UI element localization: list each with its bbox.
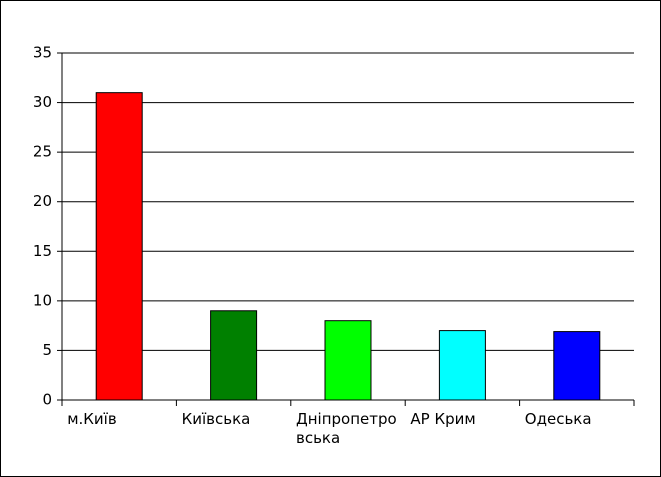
- y-tick-label: 25: [33, 143, 52, 161]
- y-tick-label: 35: [33, 44, 52, 62]
- y-tick-label: 0: [42, 391, 52, 409]
- y-tick-label: 15: [33, 242, 52, 260]
- y-tick-label: 10: [33, 291, 52, 309]
- bar: [210, 310, 258, 401]
- bar: [324, 320, 372, 401]
- x-tick-label: Київська: [181, 410, 251, 428]
- bar: [553, 331, 601, 401]
- bar: [438, 330, 486, 401]
- bar: [95, 92, 143, 401]
- x-tick-label: м.Київ: [67, 410, 117, 428]
- y-tick-label: 20: [33, 192, 52, 210]
- y-tick-label: 30: [33, 93, 52, 111]
- x-tick-label: Дніпропетровська: [296, 410, 397, 447]
- x-tick-label: АР Крим: [410, 410, 476, 428]
- y-tick-label: 5: [42, 341, 52, 359]
- x-tick-label: Одеська: [524, 410, 592, 428]
